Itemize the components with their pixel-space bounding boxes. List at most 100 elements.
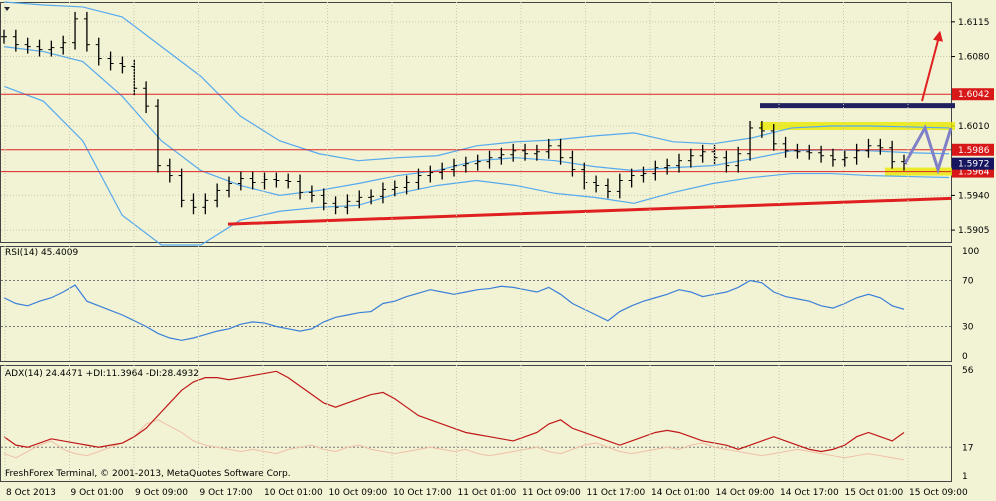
x-tick-label-7: 11 Oct 01:00 [458,488,517,498]
price-bar [202,193,209,215]
price-bar [320,188,327,211]
time-axis: 8 Oct 2013 9 Oct 01:00 9 Oct 09:00 9 Oct 17… [6,488,968,498]
rsi-title: RSI(14) 45.4009 [5,248,78,258]
middle-band-line [3,46,950,196]
support-trendline[interactable] [227,196,952,226]
price-panel[interactable]: 1.6115 1.6080 1.6010 1.5940 1.5905 1.6042 1.59… [1,1,994,246]
price-bar [616,173,623,199]
target-arrow-shaft [921,32,941,102]
price-bar [143,81,150,114]
x-tick-label-14: 15 Oct 09:00 [909,488,968,498]
price-bar [486,150,493,169]
adx-panel[interactable]: 56 17 1 ADX(14) 24.4471 +DI:11.3964 -DI:28.… [1,366,974,482]
price-bar [273,172,280,188]
price-bar [664,158,671,175]
x-tick-label-10: 14 Oct 01:00 [651,488,710,498]
y-tick-label-2: 1.6010 [958,122,990,132]
level-label-2: 1.5964 [958,168,990,178]
price-bar [166,158,173,183]
level-label-1: 1.5986 [958,146,990,156]
copyright-footer: FreshForex Terminal, © 2001-2013, MetaQu… [5,469,291,479]
price-bar [297,174,304,200]
x-tick-label-2: 9 Oct 09:00 [135,488,188,498]
y-tick-label-4: 1.5905 [958,226,990,236]
di-line[interactable] [3,419,905,461]
resistance-bar[interactable] [760,103,955,109]
price-bar [841,150,848,167]
price-bar [107,51,114,71]
price-bar [747,121,754,161]
price-bar [1,29,7,44]
price-bar [12,29,19,52]
price-bar [36,39,43,57]
price-bar [249,171,256,190]
adx-tick-label-0: 56 [962,366,974,376]
price-bar [451,158,457,177]
price-bar [285,173,292,189]
price-bar [48,40,55,57]
x-tick-label-13: 15 Oct 01:00 [845,488,904,498]
price-bar [237,171,244,191]
price-bar [379,182,386,204]
price-bar [699,144,706,163]
price-bar [178,168,185,208]
price-bar [723,150,730,173]
price-bar [569,150,576,177]
lower-band-line [3,85,950,246]
x-tick-label-9: 11 Oct 17:00 [587,488,646,498]
x-tick-label-5: 10 Oct 09:00 [329,488,388,498]
price-bar [640,166,647,183]
price-bar [604,178,611,199]
x-tick-label-11: 14 Oct 09:00 [716,488,775,498]
price-bar [332,196,339,215]
adx-panel-frame [0,365,952,482]
price-bar [818,145,825,163]
price-bar [794,143,801,159]
price-bar [853,143,860,165]
rsi-panel[interactable]: 100 70 30 0 RSI(14) 45.4009 [1,247,979,362]
price-bar [498,147,505,165]
level-label-box-0 [952,88,994,101]
price-bar [829,148,836,167]
price-bar [593,175,600,193]
rsi-tick-label-3: 0 [962,352,968,362]
price-bar [368,189,375,205]
price-bar [877,138,884,155]
current-price-box [952,157,994,170]
x-tick-label-3: 9 Oct 17:00 [200,488,253,498]
price-bar [403,175,410,195]
adx-tick-label-1: 17 [962,443,973,453]
price-bar [391,180,398,197]
price-bar [356,190,363,209]
price-bar [214,183,221,208]
x-tick-label-8: 11 Oct 09:00 [522,488,581,498]
price-bar [628,168,635,188]
price-bar [95,37,102,66]
price-bar [24,37,31,54]
price-bar [119,56,126,74]
projection-zigzag [903,124,953,175]
x-tick-label-6: 10 Oct 17:00 [393,488,452,498]
adx-tick-label-2: 1 [962,472,968,482]
price-bar [344,194,351,215]
price-bar [687,148,694,168]
rsi-panel-frame [0,246,952,362]
y-tick-label-1: 1.6080 [958,53,990,63]
price-bar [308,185,315,203]
price-bar [427,165,434,183]
x-tick-label-4: 10 Oct 01:00 [264,488,323,498]
price-bar [865,138,872,158]
price-bar [154,99,161,173]
adx-title: ADX(14) 24.4471 +DI:11.3964 -DI:28.4932 [5,369,199,379]
y-tick-label-3: 1.5940 [958,191,990,201]
adx-line[interactable] [3,370,905,453]
rsi-line[interactable] [3,279,905,341]
current-price-label: 1.5972 [958,160,990,170]
price-bar [676,153,682,173]
price-bar [758,121,765,138]
rsi-tick-label-2: 30 [962,323,974,333]
rsi-tick-label-1: 70 [962,277,974,287]
x-tick-label-12: 14 Oct 17:00 [780,488,839,498]
